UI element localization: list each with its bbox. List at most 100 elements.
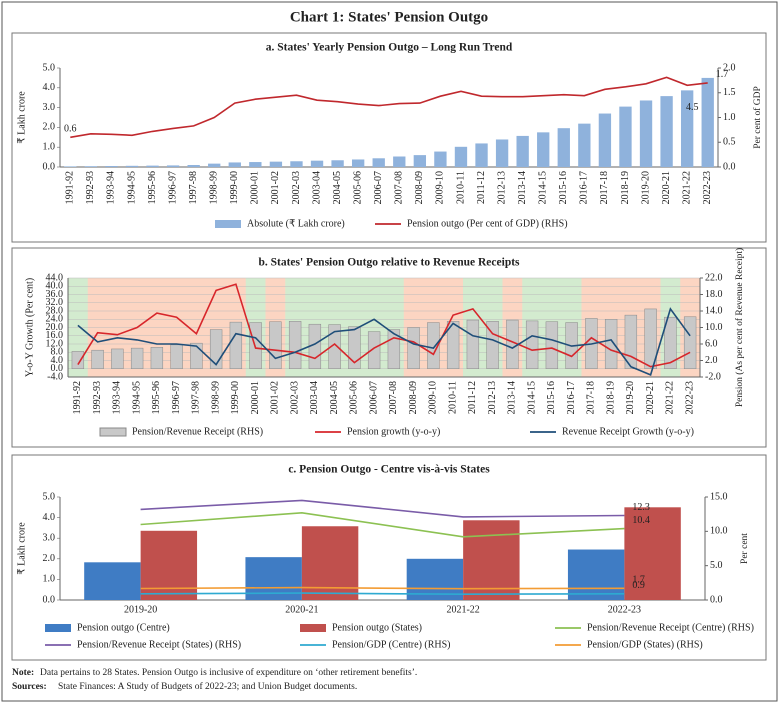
x-tick-label: 2021-22 xyxy=(665,381,676,414)
x-tick-label: 2015-16 xyxy=(558,171,569,204)
y-tick-label: 4.0 xyxy=(43,512,56,523)
y-tick-label: 0.0 xyxy=(43,594,56,605)
bar xyxy=(166,165,180,167)
note-label: Note: xyxy=(12,668,34,678)
x-tick-label: 1991-92 xyxy=(72,381,83,414)
x-tick-label: 2006-07 xyxy=(373,171,384,204)
x-tick-label: 2012-13 xyxy=(487,381,498,414)
bar xyxy=(84,562,141,600)
bar xyxy=(387,329,401,369)
y2-axis-label: Per cent xyxy=(740,533,750,564)
x-tick-label: 1994-95 xyxy=(131,381,142,414)
bar xyxy=(486,321,499,369)
x-tick-label: 2013-14 xyxy=(507,381,518,414)
x-tick-label: 2020-21 xyxy=(645,381,656,414)
x-tick-label: 1993-94 xyxy=(112,381,123,414)
x-tick-label: 2019-20 xyxy=(640,171,651,204)
y-tick-label: 1.0 xyxy=(43,141,56,152)
bar xyxy=(466,319,480,370)
line-series xyxy=(77,283,691,368)
x-tick-label: 2006-07 xyxy=(368,381,379,414)
legend-label: Pension growth (y-o-y) xyxy=(347,426,440,437)
page-title: Chart 1: States' Pension Outgo xyxy=(290,9,488,25)
x-tick-label: 1993-94 xyxy=(106,171,117,204)
y2-tick-label: 0.5 xyxy=(723,137,736,148)
y2-tick-label: 10.0 xyxy=(710,526,728,537)
y-axis-label: ₹ Lakh crore xyxy=(16,522,27,575)
bar xyxy=(367,331,381,369)
bar xyxy=(125,165,139,167)
bar xyxy=(150,347,164,369)
legend-label: Pension/Revenue Receipt (RHS) xyxy=(132,426,263,437)
y-tick-label: 2.0 xyxy=(43,122,56,133)
x-tick-label: 2017-18 xyxy=(586,381,597,414)
y-tick-label: 32.0 xyxy=(46,297,64,308)
bar xyxy=(660,96,673,167)
x-tick-label: 2022-23 xyxy=(684,381,695,414)
x-tick-label: 1995-96 xyxy=(147,171,158,204)
line-series xyxy=(77,307,691,376)
x-tick-label: 1992-93 xyxy=(85,171,96,204)
y-tick-label: 40.0 xyxy=(46,281,64,292)
bar xyxy=(427,322,440,369)
y-tick-label: 1.0 xyxy=(43,574,56,585)
legend-label: Pension/GDP (Centre) (RHS) xyxy=(332,639,451,650)
bar xyxy=(598,113,612,167)
line-series xyxy=(70,76,708,139)
sources: State Finances: A Study of Budgets of 20… xyxy=(58,681,357,692)
y2-axis-label: Pension (As per cent of Revenue Receipt) xyxy=(734,248,745,407)
legend-label: Pension outgo (States) xyxy=(332,622,422,633)
y2-tick-label: 1.0 xyxy=(723,112,736,123)
y2-tick-label: 1.5 xyxy=(723,87,736,98)
bar xyxy=(578,123,591,167)
x-tick-label: 1997-98 xyxy=(191,381,202,414)
x-tick-label: 2008-09 xyxy=(414,171,425,204)
bar xyxy=(683,316,697,369)
value-label: 1.7 xyxy=(632,575,645,586)
x-tick-label: 2008-09 xyxy=(408,381,419,414)
x-tick-label: 2014-15 xyxy=(538,171,549,204)
bar xyxy=(434,151,447,167)
bar xyxy=(170,344,183,370)
bar xyxy=(290,161,303,167)
x-tick-label: 2015-16 xyxy=(546,381,557,414)
legend-swatch xyxy=(45,624,71,632)
y2-tick-label: 10.0 xyxy=(705,322,723,333)
bar xyxy=(624,314,638,369)
bar xyxy=(301,526,359,600)
legend-label: Absolute (₹ Lakh crore) xyxy=(247,218,345,229)
x-tick-label: 2012-13 xyxy=(496,171,507,204)
panel-frame xyxy=(11,454,767,661)
x-tick-label: 2011-12 xyxy=(476,171,487,204)
bar xyxy=(567,549,625,600)
x-tick-label: 2004-05 xyxy=(332,171,343,204)
x-tick-label: 1998-99 xyxy=(209,171,220,204)
bar xyxy=(664,316,677,369)
y-tick-label: 2.0 xyxy=(43,553,56,564)
bar xyxy=(64,166,77,167)
x-tick-label: 2005-06 xyxy=(349,381,360,414)
legend-swatch xyxy=(99,427,127,437)
bar xyxy=(84,166,98,167)
bar xyxy=(624,507,681,600)
bar xyxy=(557,128,570,167)
y2-tick-label: 5.0 xyxy=(710,560,723,571)
x-tick-label: 2016-17 xyxy=(566,381,577,414)
y2-tick-label: 22.0 xyxy=(705,272,723,283)
x-tick-label: 2013-14 xyxy=(517,171,528,204)
y-tick-label: 24.0 xyxy=(46,314,64,325)
x-tick-label: 2010-11 xyxy=(455,171,466,204)
value-label: 0.6 xyxy=(64,124,77,135)
bar xyxy=(331,160,344,167)
x-tick-label: 1991-92 xyxy=(65,171,76,204)
x-tick-label: 2001-02 xyxy=(270,381,281,414)
legend-label: Pension outgo (Centre) xyxy=(77,622,170,633)
x-tick-label: 1997-98 xyxy=(188,171,199,204)
bar xyxy=(639,100,653,167)
panel-title: c. Pension Outgo - Centre vis-à-vis Stat… xyxy=(288,464,490,476)
y-tick-label: -4.0 xyxy=(47,371,63,382)
x-tick-label: 1992-93 xyxy=(92,381,103,414)
x-tick-label: 2011-12 xyxy=(467,381,478,414)
panel-frame xyxy=(11,247,767,448)
